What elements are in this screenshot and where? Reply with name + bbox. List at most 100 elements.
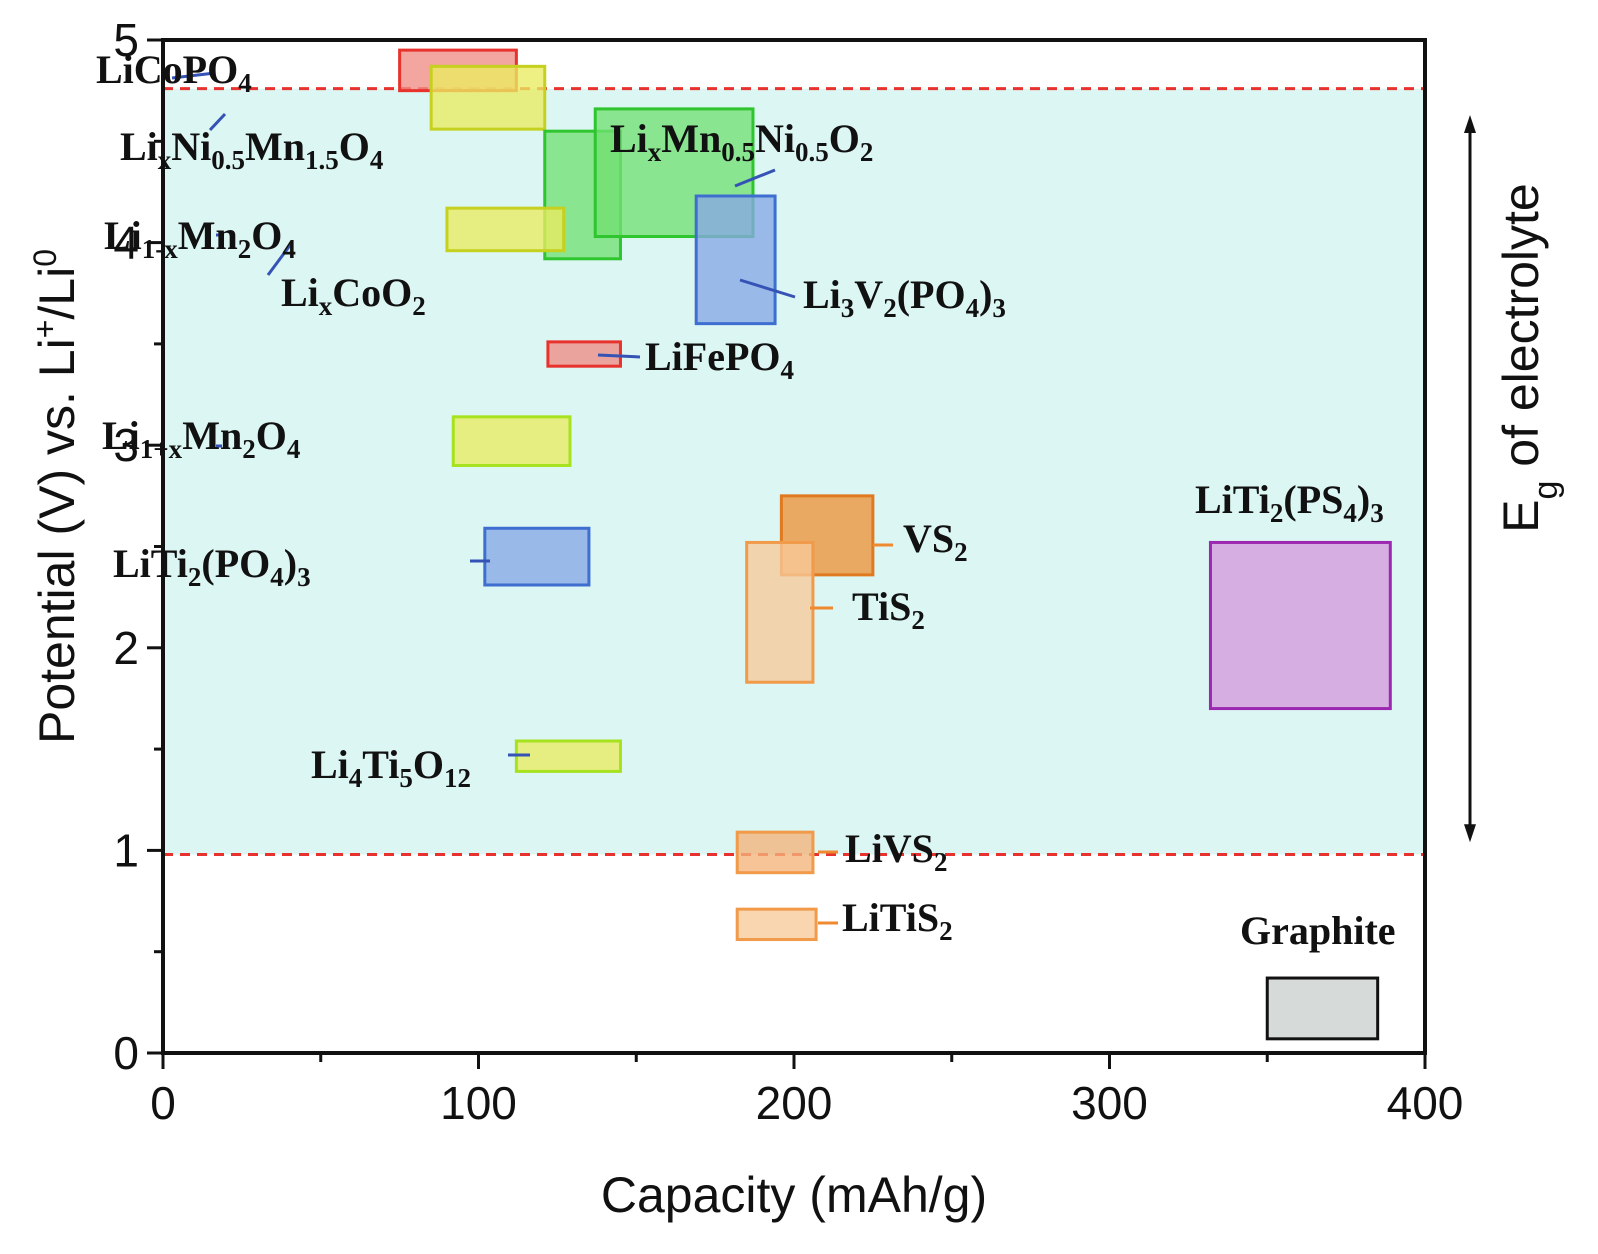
box-litis2: [735, 907, 818, 942]
label-part: 4: [781, 355, 795, 385]
label-part: VS: [903, 516, 954, 561]
box-li1-xmn2o4: [445, 206, 566, 253]
label-part: Mn: [182, 413, 242, 458]
label-part: Li: [311, 742, 349, 787]
label-part: 2: [939, 916, 953, 946]
label-part: (PO: [201, 541, 270, 586]
label-part: 1+x: [140, 434, 183, 464]
label-part: 4: [966, 293, 980, 323]
label-part: 4: [270, 562, 284, 592]
label-part: CoO: [332, 270, 412, 315]
label-part: LiTi: [113, 541, 188, 586]
label-part: 4: [287, 434, 301, 464]
label-part: 0.5: [211, 145, 245, 175]
x-axis-label: Capacity (mAh/g): [601, 1167, 987, 1223]
label-part: 3: [992, 293, 1006, 323]
box-lifepo4: [546, 340, 622, 368]
y-tick-label-4: 4: [113, 217, 139, 269]
eg-label-rest: of electrolyte: [1493, 183, 1549, 480]
label-part: LiTiS: [842, 895, 939, 940]
label-li1-xmn2o4: Li1-xMn2O4: [104, 213, 296, 264]
box-lixmn0-5ni0-5o2: [593, 107, 755, 239]
material-boxes: [398, 48, 1392, 1041]
label-part: Ti: [362, 742, 399, 787]
label-part: 1.5: [305, 145, 339, 175]
label-part: ): [1357, 477, 1370, 522]
label-part: x: [319, 291, 333, 321]
label-part: 2: [1270, 498, 1284, 528]
box-li4ti5o12: [514, 739, 622, 773]
label-part: (PS: [1283, 477, 1343, 522]
stability-window-band: [163, 88, 1425, 855]
electrolyte-window-label: Eg of electrolyte: [1493, 183, 1565, 533]
box-tis2: [745, 540, 815, 684]
arrow-head-up: [1464, 114, 1476, 133]
label-part: LiCoPO: [96, 47, 238, 92]
label-part: 4: [238, 68, 252, 98]
eg-label-base: E: [1493, 500, 1549, 533]
label-part: 2: [883, 293, 897, 323]
label-part: 2: [860, 137, 874, 167]
label-li4ti5o12: Li4Ti5O12: [311, 742, 471, 793]
label-part: 0.5: [721, 137, 755, 167]
arrow-head-down: [1464, 824, 1476, 843]
box-li1-xmn2o4: [451, 415, 572, 467]
label-livs2: LiVS2: [845, 826, 947, 877]
label-part: Li: [104, 213, 142, 258]
label-part: O: [413, 742, 444, 787]
label-part: Mn: [178, 213, 238, 258]
box-graphite: [1265, 976, 1380, 1041]
label-li1-xmn2o4: Li1+xMn2O4: [102, 413, 300, 464]
label-part: 5: [399, 763, 413, 793]
label-part: (PO: [897, 272, 966, 317]
label-part: 0.5: [795, 137, 829, 167]
label-lixmn0-5ni0-5o2: LixMn0.5Ni0.5O2: [610, 116, 873, 167]
x-tick-label-200: 200: [756, 1077, 833, 1129]
label-litis2: LiTiS2: [842, 895, 953, 946]
box-liti2-ps4-3: [1208, 540, 1392, 711]
y-tick-label-1: 1: [113, 824, 139, 876]
y-tick-label-5: 5: [113, 14, 139, 66]
label-part: Mn: [245, 124, 305, 169]
leader-lixcoo2: [266, 243, 293, 276]
label-lixni0-5mn1-5o4: LixNi0.5Mn1.5O4: [120, 124, 383, 175]
leader-licopo4: [171, 71, 216, 80]
label-licopo4: LiCoPO4: [96, 47, 252, 98]
label-part: Graphite: [1240, 908, 1396, 953]
label-part: Li: [102, 413, 140, 458]
label-part: 2: [911, 605, 925, 635]
label-part: LiFePO: [645, 334, 781, 379]
label-part: 2: [242, 434, 256, 464]
label-part: 3: [841, 293, 855, 323]
label-part: ): [284, 541, 297, 586]
label-part: ): [979, 272, 992, 317]
leader-li3v2-po4-3: [739, 278, 796, 299]
leader-lixni0-5mn1-5o4: [208, 112, 227, 132]
box-livs2: [735, 830, 815, 875]
label-part: Li: [610, 116, 648, 161]
y-axis-label: Potential (V) vs. Li+/Li0: [27, 249, 85, 744]
label-graphite: Graphite: [1240, 908, 1396, 953]
y-axis-label-mid: /Li: [29, 267, 85, 320]
label-part: O: [251, 213, 282, 258]
label-part: LiTi: [1195, 477, 1270, 522]
label-part: 2: [238, 234, 252, 264]
label-part: 1-x: [142, 234, 178, 264]
label-part: Mn: [661, 116, 721, 161]
label-part: O: [829, 116, 860, 161]
label-part: O: [256, 413, 287, 458]
leader-lines: [171, 71, 893, 925]
label-part: 4: [370, 145, 384, 175]
label-part: 2: [412, 291, 426, 321]
label-tis2: TiS2: [852, 584, 925, 635]
label-part: V: [854, 272, 883, 317]
label-part: 4: [1343, 498, 1357, 528]
label-part: 4: [282, 234, 296, 264]
label-part: 3: [297, 562, 311, 592]
label-part: TiS: [852, 584, 911, 629]
electrolyte-window-arrow: [1464, 114, 1476, 843]
label-part: x: [158, 145, 172, 175]
y-tick-label-2: 2: [113, 622, 139, 674]
label-part: x: [648, 137, 662, 167]
